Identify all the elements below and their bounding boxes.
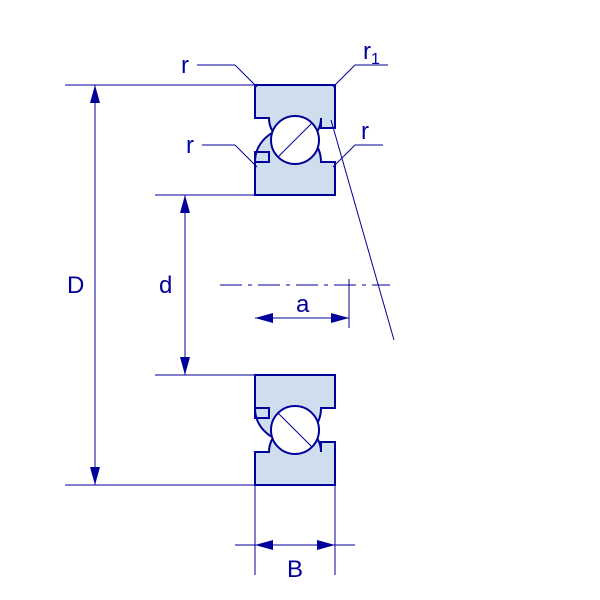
label-a: a [296,291,310,318]
label-r-inner-right: r [361,118,369,145]
label-r1: r1 [363,38,380,68]
label-d: d [159,272,172,299]
label-D: D [67,272,84,299]
label-B: B [287,556,303,583]
label-r-inner-left: r [186,132,194,159]
label-r-outer-left: r [181,52,189,79]
